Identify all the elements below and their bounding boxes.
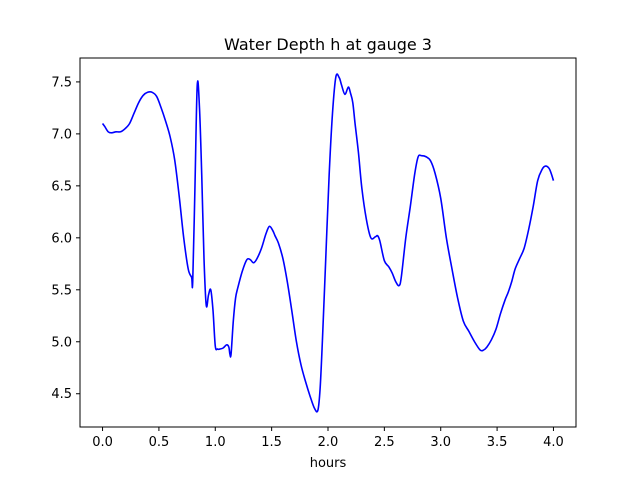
- plot-area: 0.0 0.5 1.0 1.5 2.0 2.5 3.0 3.5 4.0 4.5 5.0 5.5 6.0…: [51, 57, 577, 450]
- y-tick-label: 4.5: [51, 387, 72, 402]
- plot-frame: [79, 57, 577, 428]
- y-tick-label: 6.0: [51, 231, 72, 246]
- y-tick-label: 5.0: [51, 335, 72, 350]
- y-tick-label: 7.5: [51, 75, 72, 90]
- y-axis: 4.5 5.0 5.5 6.0 6.5 7.0 7.5: [51, 75, 80, 402]
- y-tick-label: 7.0: [51, 127, 72, 142]
- x-tick-label: 1.0: [205, 435, 226, 450]
- x-tick-label: 0.0: [92, 435, 113, 450]
- x-tick-label: 1.5: [261, 435, 282, 450]
- x-axis: 0.0 0.5 1.0 1.5 2.0 2.5 3.0 3.5 4.0: [92, 427, 564, 450]
- x-tick-label: 4.0: [543, 435, 564, 450]
- y-tick-label: 6.5: [51, 179, 72, 194]
- x-tick-label: 2.5: [374, 435, 395, 450]
- x-tick-label: 0.5: [149, 435, 170, 450]
- y-tick-label: 5.5: [51, 283, 72, 298]
- chart-title: Water Depth h at gauge 3: [224, 35, 432, 54]
- series-line: [101, 73, 555, 413]
- x-tick-label: 3.0: [430, 435, 451, 450]
- x-tick-label: 3.5: [487, 435, 508, 450]
- x-axis-label: hours: [310, 456, 347, 471]
- x-tick-label: 2.0: [318, 435, 339, 450]
